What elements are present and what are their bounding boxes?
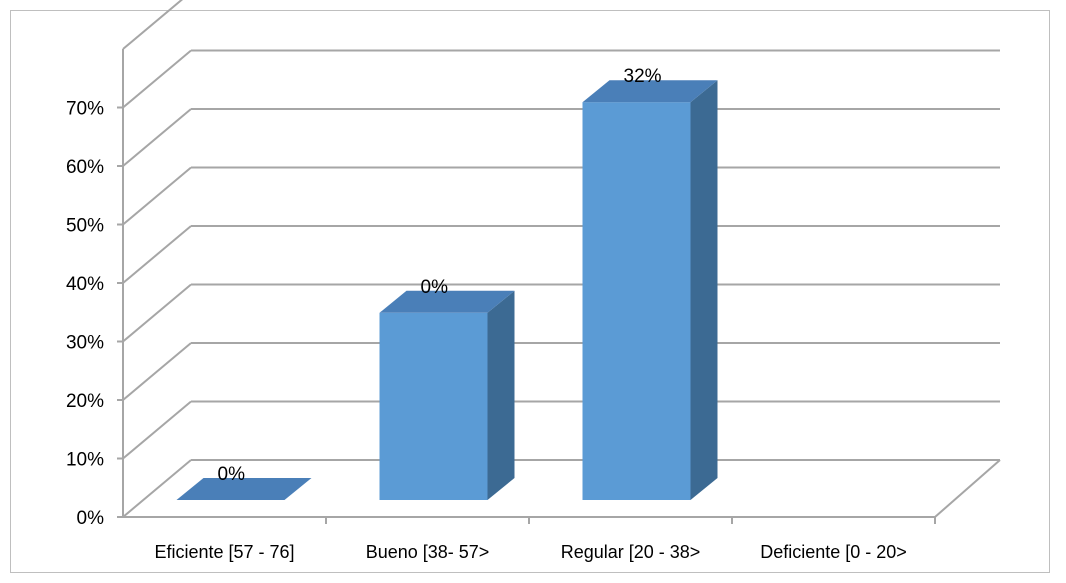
data-labels: 0% 0% 32% 68%	[218, 0, 865, 485]
bar	[176, 478, 312, 500]
category-label: Regular [20 - 38>	[561, 542, 701, 562]
gridline-side	[122, 342, 192, 401]
y-tick-label: 20%	[66, 391, 104, 412]
data-label: 68%	[827, 0, 865, 5]
bar-top	[379, 290, 515, 313]
bar-side	[690, 80, 718, 500]
category-label: Eficiente [57 - 76]	[154, 542, 294, 562]
bar	[379, 290, 515, 500]
gridline-side	[122, 108, 192, 167]
category-labels: Eficiente [57 - 76] Bueno [38- 57> Regular…	[154, 542, 906, 562]
y-tick-label: 40%	[66, 274, 104, 295]
bar-front	[582, 102, 691, 500]
category-label: Deficiente [0 - 20>	[760, 542, 907, 562]
bars	[176, 80, 718, 500]
gridline-side	[122, 459, 192, 518]
y-tick-label: 60%	[66, 157, 104, 178]
y-tick-label: 50%	[66, 216, 104, 237]
gridline-side	[122, 225, 192, 284]
floor-edge	[934, 459, 1001, 518]
y-tick-label: 30%	[66, 333, 104, 354]
data-label: 0%	[421, 277, 449, 298]
y-tick-label: 10%	[66, 450, 104, 471]
gridline-side	[122, 49, 192, 109]
bar-top	[176, 478, 312, 500]
bar-front	[379, 312, 488, 500]
gridline-side	[122, 400, 192, 460]
data-label: 32%	[624, 66, 662, 87]
gridline-side	[122, 166, 192, 226]
bar-side	[487, 290, 515, 500]
y-tick-label: 0%	[77, 508, 105, 529]
y-tick-labels: 0% 10% 20% 30% 40% 50% 60% 70%	[66, 99, 104, 530]
bar	[582, 80, 718, 500]
gridline-side	[122, 0, 184, 50]
category-label: Bueno [38- 57>	[366, 542, 490, 562]
axes	[117, 49, 1001, 524]
gridline-side	[122, 283, 192, 343]
data-label: 0%	[218, 464, 246, 485]
gridlines	[122, 0, 1000, 518]
bar-top	[582, 80, 718, 103]
y-tick-label: 70%	[66, 99, 104, 120]
